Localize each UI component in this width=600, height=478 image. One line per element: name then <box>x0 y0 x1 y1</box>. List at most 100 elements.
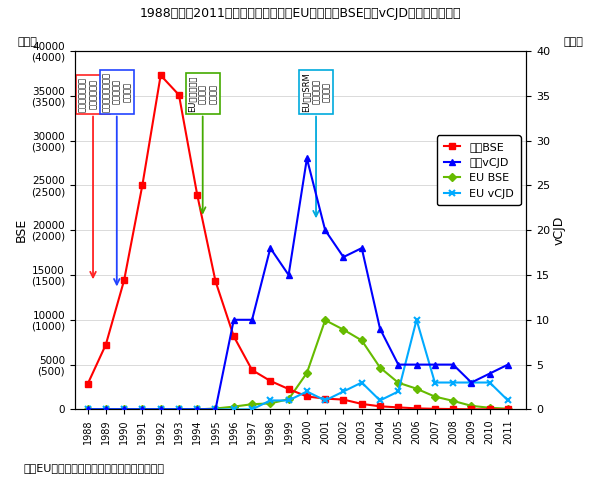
英国BSE <box>102 342 109 348</box>
英国vCJD <box>303 156 310 162</box>
EU vCJD <box>340 389 347 394</box>
英国BSE <box>121 277 128 283</box>
英国vCJD <box>267 245 274 251</box>
英国vCJD <box>230 317 238 323</box>
英国BSE <box>84 381 91 387</box>
EU vCJD <box>157 407 164 413</box>
EU BSE <box>285 396 292 402</box>
EU vCJD <box>139 407 146 413</box>
Text: 英国反すう動物
への飼料給与
禁止: 英国反すう動物 への飼料給与 禁止 <box>78 77 108 112</box>
EU vCJD <box>102 407 109 413</box>
Text: 1988年から2011年における英国及びEUにおけるBSE及びvCJDの発生数の推移: 1988年から2011年における英国及びEUにおけるBSE及びvCJDの発生数の… <box>139 7 461 20</box>
EU BSE <box>267 401 274 406</box>
EU vCJD <box>395 389 402 394</box>
EU BSE <box>212 406 219 412</box>
EU vCJD <box>376 398 383 403</box>
英国vCJD <box>431 362 439 368</box>
英国vCJD <box>322 228 329 233</box>
英国vCJD <box>248 317 256 323</box>
英国vCJD <box>340 254 347 260</box>
英国BSE <box>212 278 219 284</box>
EU BSE <box>376 365 383 370</box>
EU vCJD <box>358 380 365 385</box>
Line: 英国vCJD: 英国vCJD <box>84 155 511 413</box>
EU BSE <box>121 407 128 413</box>
EU BSE <box>303 370 310 376</box>
EU BSE <box>486 405 493 411</box>
英国BSE <box>267 378 274 384</box>
Line: 英国BSE: 英国BSE <box>85 73 511 412</box>
英国BSE <box>303 393 310 399</box>
EU BSE <box>84 407 91 413</box>
EU vCJD <box>212 407 219 413</box>
英国BSE <box>248 367 256 373</box>
EU vCJD <box>449 380 457 385</box>
英国BSE <box>468 406 475 412</box>
英国BSE <box>157 73 164 78</box>
英国BSE <box>431 406 439 412</box>
英国vCJD <box>505 362 512 368</box>
EU BSE <box>230 404 238 410</box>
英国BSE <box>194 192 201 198</box>
英国vCJD <box>102 407 109 413</box>
英国vCJD <box>413 362 420 368</box>
EU vCJD <box>505 398 512 403</box>
英国vCJD <box>376 326 383 332</box>
EU BSE <box>157 407 164 413</box>
EU BSE <box>505 406 512 412</box>
Line: EU BSE: EU BSE <box>85 317 511 412</box>
英国vCJD <box>358 245 365 251</box>
EU BSE <box>102 407 109 413</box>
英国vCJD <box>139 407 146 413</box>
EU vCJD <box>267 398 274 403</box>
EU vCJD <box>175 407 182 413</box>
英国BSE <box>358 401 365 407</box>
英国BSE <box>486 406 493 412</box>
英国BSE <box>285 386 292 392</box>
EU BSE <box>175 407 182 413</box>
英国BSE <box>376 403 383 409</box>
EU vCJD <box>285 398 292 403</box>
英国vCJD <box>121 407 128 413</box>
EU BSE <box>248 402 256 407</box>
Text: （人）: （人） <box>564 37 584 47</box>
英国vCJD <box>285 272 292 278</box>
英国vCJD <box>449 362 457 368</box>
英国BSE <box>505 406 512 412</box>
EU vCJD <box>322 398 329 403</box>
EU BSE <box>395 380 402 386</box>
英国BSE <box>413 405 420 411</box>
EU BSE <box>322 317 329 323</box>
EU vCJD <box>413 317 420 323</box>
EU BSE <box>194 407 201 413</box>
英国vCJD <box>468 380 475 385</box>
英国BSE <box>230 334 238 339</box>
EU vCJD <box>248 407 256 413</box>
英国vCJD <box>175 407 182 413</box>
英国BSE <box>322 396 329 402</box>
Text: （頭）: （頭） <box>17 37 37 47</box>
英国BSE <box>449 406 457 412</box>
Text: 英国牛の特定臓器
の食品への
使用禁止: 英国牛の特定臓器 の食品への 使用禁止 <box>102 72 131 112</box>
英国BSE <box>340 397 347 402</box>
EU BSE <box>431 394 439 400</box>
英国vCJD <box>157 407 164 413</box>
Text: EU牛のSRM
の食品への
使用禁止: EU牛のSRM の食品への 使用禁止 <box>301 72 331 112</box>
英国vCJD <box>84 407 91 413</box>
Y-axis label: BSE: BSE <box>15 218 28 242</box>
Legend: 英国BSE, 英国vCJD, EU BSE, EU vCJD: 英国BSE, 英国vCJD, EU BSE, EU vCJD <box>437 135 521 206</box>
英国vCJD <box>194 407 201 413</box>
EU BSE <box>413 386 420 391</box>
EU vCJD <box>84 407 91 413</box>
英国vCJD <box>212 407 219 413</box>
Text: 注：EUの発生頭数については、縦軸（　）内: 注：EUの発生頭数については、縦軸（ ）内 <box>24 463 165 473</box>
EU vCJD <box>486 380 493 385</box>
英国BSE <box>175 92 182 98</box>
EU BSE <box>139 407 146 413</box>
EU BSE <box>358 337 365 343</box>
Line: EU vCJD: EU vCJD <box>84 316 511 413</box>
EU BSE <box>449 398 457 404</box>
EU vCJD <box>194 407 201 413</box>
EU vCJD <box>230 407 238 413</box>
EU vCJD <box>431 380 439 385</box>
